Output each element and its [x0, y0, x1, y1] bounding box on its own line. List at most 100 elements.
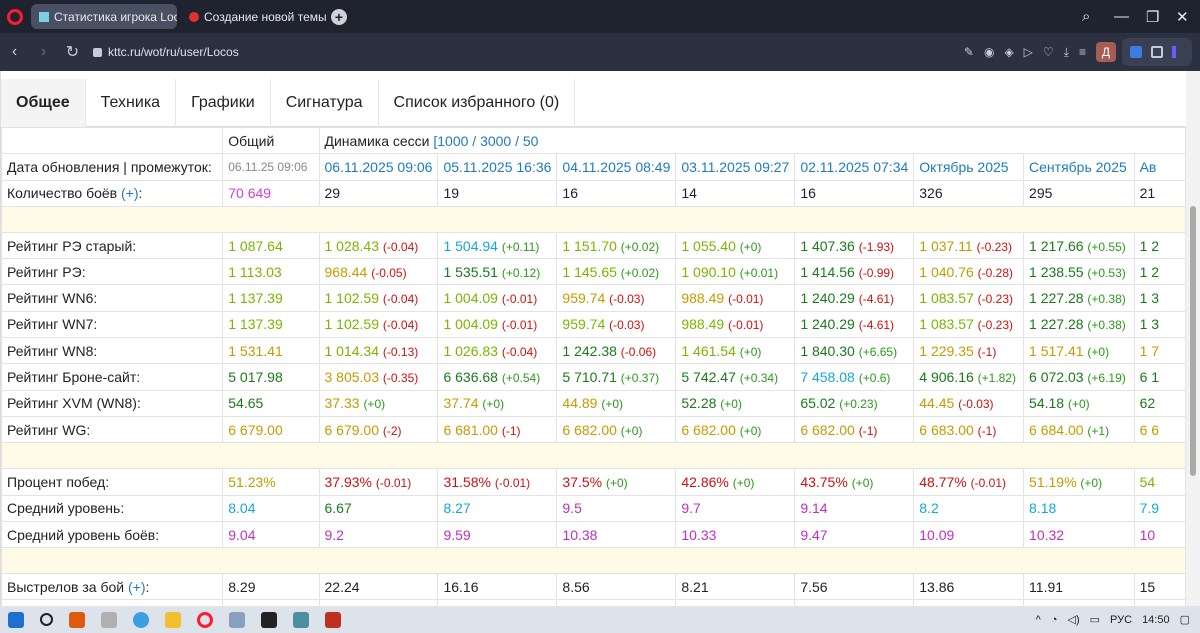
- tab-new-topic[interactable]: Создание новой темы - С: [181, 4, 327, 29]
- cell-value: 16: [800, 185, 816, 202]
- app-icon[interactable]: [133, 611, 149, 628]
- sidebar-icon[interactable]: [1172, 46, 1176, 58]
- cube-icon[interactable]: [1151, 46, 1163, 58]
- scroll-thumb[interactable]: [1190, 206, 1196, 476]
- extensions-panel: [1122, 38, 1192, 66]
- forward-icon[interactable]: ›: [40, 43, 47, 60]
- session-value: 1 238.55 (+0.53): [1023, 258, 1135, 286]
- session-value[interactable]: 03.11.2025 09:27: [675, 153, 796, 181]
- session-value[interactable]: Октябрь 2025: [913, 153, 1025, 181]
- session-value[interactable]: 02.11.2025 07:34: [794, 153, 915, 181]
- session-value: 9.2: [318, 520, 439, 549]
- app-icon[interactable]: [261, 611, 277, 628]
- cell-value: 1 7: [1139, 342, 1160, 359]
- scrollbar[interactable]: [1186, 71, 1200, 606]
- tab-player-stats[interactable]: Статистика игрока Locos: [31, 4, 177, 29]
- session-value[interactable]: 05.11.2025 16:36: [437, 153, 558, 181]
- session-value: 7.9: [1133, 494, 1186, 522]
- overall-value: 8.04: [222, 494, 320, 522]
- heart-icon[interactable]: ♡: [1042, 45, 1054, 59]
- play-icon[interactable]: ▷: [1023, 45, 1033, 59]
- tab-general[interactable]: Общее: [1, 79, 86, 127]
- cell-value: 6 683.00: [919, 421, 974, 438]
- reload-icon[interactable]: ↻: [65, 44, 80, 61]
- app-icon[interactable]: [69, 611, 85, 628]
- session-value: 29: [318, 179, 439, 207]
- restore-icon[interactable]: ❐: [1146, 8, 1160, 26]
- search-icon[interactable]: [40, 613, 53, 626]
- session-value: 8.18: [1023, 494, 1135, 522]
- menu-icon[interactable]: ≡: [1078, 45, 1086, 59]
- opera-icon[interactable]: [197, 611, 213, 628]
- volume-icon[interactable]: ◁): [1067, 614, 1080, 626]
- cell-delta: (-0.23): [976, 239, 1012, 254]
- translate-icon[interactable]: [1130, 46, 1142, 58]
- cell-value: 14: [681, 185, 697, 202]
- session-value: 1 407.36 (-1.93): [794, 231, 915, 260]
- expand-link[interactable]: (+): [121, 185, 139, 202]
- session-value: 37.5% (+0): [556, 468, 677, 496]
- new-tab-button[interactable]: +: [331, 8, 347, 25]
- cell-value: 1 504.94: [443, 237, 498, 254]
- cell-delta: (-2): [382, 423, 402, 438]
- expand-link[interactable]: (+): [127, 578, 146, 595]
- edit-icon[interactable]: ✎: [963, 45, 974, 59]
- app-icon[interactable]: [293, 611, 309, 628]
- wifi-icon[interactable]: ◔: [1050, 613, 1058, 626]
- avatar[interactable]: Д: [1096, 42, 1116, 62]
- shield-icon[interactable]: ◈: [1004, 45, 1014, 59]
- opera-logo-icon[interactable]: [7, 8, 23, 25]
- header-dynamics: Динамика сесси [1000 / 3000 / 50: [318, 126, 1186, 155]
- cell-value: 5 742.47: [681, 369, 736, 386]
- cell-delta: (+0): [732, 475, 755, 490]
- session-value[interactable]: 06.11.2025 09:06: [318, 153, 439, 181]
- notifications-icon[interactable]: ▢: [1179, 614, 1190, 626]
- cell-value: 1 227.28: [1029, 316, 1084, 333]
- url-field[interactable]: kttc.ru/wot/ru/user/Locos: [108, 45, 239, 59]
- tab-signature[interactable]: Сигнатура: [271, 79, 379, 127]
- session-value: 1 083.57 (-0.23): [913, 284, 1025, 312]
- session-value: 54: [1133, 468, 1186, 496]
- cell-delta: (-0.04): [382, 239, 419, 254]
- cell-value: 1 145.65: [562, 263, 617, 280]
- tab-charts[interactable]: Графики: [176, 79, 271, 127]
- back-icon[interactable]: ‹: [11, 43, 18, 60]
- app-icon[interactable]: [101, 611, 117, 628]
- cell-delta: (+0): [1087, 344, 1110, 359]
- session-value: 6.67: [318, 494, 439, 522]
- cell-delta: (-0.01): [728, 292, 764, 307]
- close-icon[interactable]: ✕: [1176, 8, 1189, 26]
- download-icon[interactable]: ⤓: [1063, 44, 1069, 59]
- cell-value: 1 535.51: [443, 263, 498, 280]
- overall-value: 5 017.98: [222, 363, 320, 391]
- session-value: 1 055.40 (+0): [675, 231, 796, 260]
- cell-value: 10.32: [1029, 526, 1065, 543]
- chevron-up-icon[interactable]: ^: [1035, 613, 1041, 626]
- session-value[interactable]: Сентябрь 2025: [1023, 153, 1135, 181]
- session-value[interactable]: 04.11.2025 08:49: [556, 153, 677, 181]
- session-value: 10.38: [556, 520, 677, 549]
- tab-favorites[interactable]: Список избранного (0): [379, 79, 576, 127]
- session-value: 1 240.29 (-4.61): [794, 284, 915, 312]
- cell-value: 31.58%: [443, 473, 491, 490]
- minimize-icon[interactable]: —: [1114, 8, 1129, 25]
- session-range-link[interactable]: [1000 / 3000 / 50: [433, 132, 539, 149]
- clock[interactable]: 14:50: [1142, 613, 1170, 626]
- notepad-icon[interactable]: [229, 611, 245, 628]
- language-indicator[interactable]: РУС: [1110, 613, 1133, 626]
- row-label-text: Количество боёв: [7, 185, 118, 202]
- session-value: 1 102.59 (-0.04): [318, 310, 439, 339]
- cell-value: 29: [324, 185, 341, 202]
- camera-icon[interactable]: ◉: [983, 45, 995, 59]
- tab-vehicles[interactable]: Техника: [86, 79, 177, 127]
- windows-start-icon[interactable]: [8, 611, 24, 628]
- cell-value: 1 004.09: [443, 316, 498, 333]
- session-value: 1 2: [1133, 231, 1186, 260]
- row-label-text: Процент побед:: [7, 473, 110, 490]
- session-value[interactable]: Ав: [1133, 153, 1186, 181]
- app-icon[interactable]: [325, 611, 341, 628]
- folder-icon[interactable]: [165, 611, 181, 628]
- battery-icon[interactable]: ▭: [1089, 614, 1101, 626]
- search-icon[interactable]: ⌕: [1082, 8, 1091, 25]
- cell-value: 1 840.30: [800, 342, 855, 359]
